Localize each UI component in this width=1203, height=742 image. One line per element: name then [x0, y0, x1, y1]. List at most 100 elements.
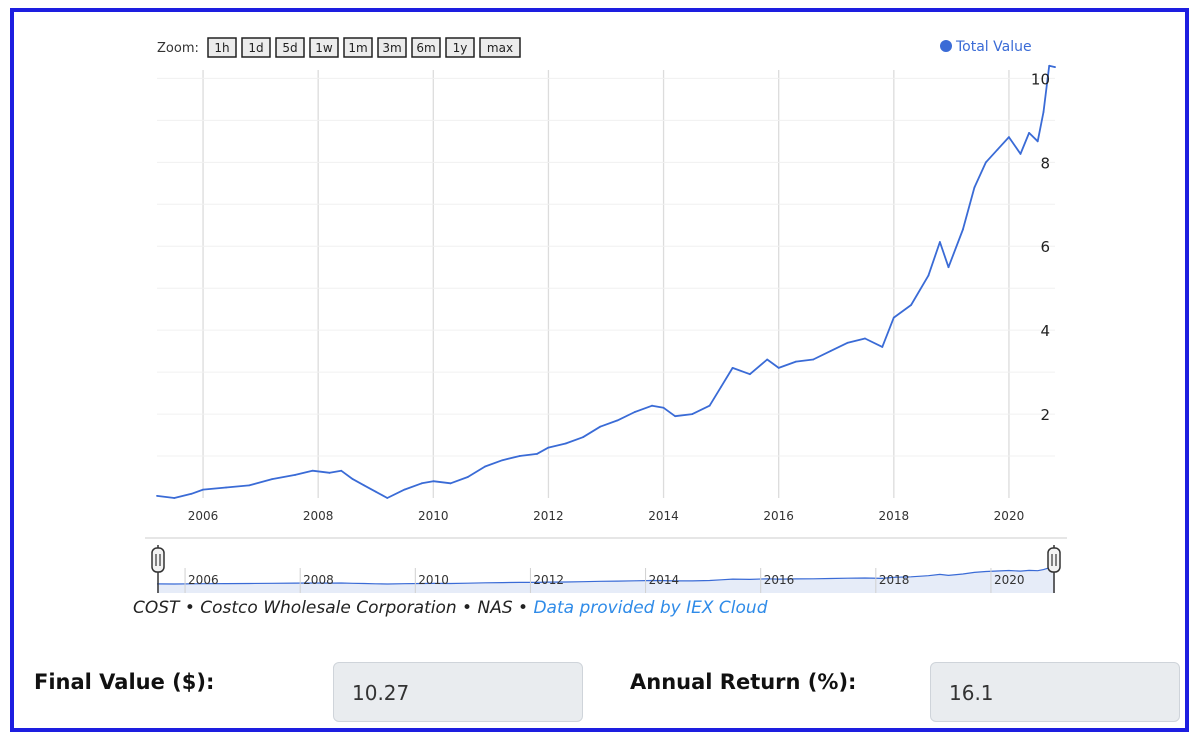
zoom-button-label: max — [487, 41, 513, 55]
data-point — [777, 367, 780, 369]
data-point — [1048, 64, 1051, 67]
zoom-button-3m[interactable]: 3m — [377, 37, 407, 58]
x-tick-label: 2020 — [994, 509, 1025, 523]
data-point — [1036, 140, 1039, 143]
zoom-button-1y[interactable]: 1y — [445, 37, 475, 58]
data-point — [501, 459, 504, 462]
data-point — [846, 341, 849, 344]
x-tick-label: 2014 — [648, 509, 679, 523]
zoom-button-max[interactable]: max — [479, 37, 521, 58]
stock-chart: Zoom: 1h 1d 5d 1w 1m 3m 6m 1y max Total Value 200… — [145, 37, 1067, 593]
zoom-button-label: 1w — [315, 41, 333, 55]
navigator-series — [156, 567, 1056, 585]
data-point — [156, 495, 158, 497]
data-point — [674, 415, 676, 418]
data-point — [351, 478, 354, 481]
x-tick-label: 2006 — [188, 509, 219, 523]
chart-panel: Zoom: 1h 1d 5d 1w 1m 3m 6m 1y max Total Value 200… — [145, 28, 1067, 593]
data-point — [1042, 111, 1045, 113]
data-point — [225, 486, 227, 489]
data-point — [190, 492, 193, 495]
data-point — [812, 358, 815, 361]
chart-credits: COST • Costco Wholesale Corporation • NA… — [133, 598, 768, 618]
credits-text: COST • Costco Wholesale Corporation • NA… — [133, 598, 534, 618]
final-value-field[interactable]: 10.27 — [333, 662, 583, 722]
data-point — [484, 465, 487, 468]
navigator-tick-label: 2010 — [418, 573, 449, 587]
data-point — [795, 360, 797, 363]
annual-return-field[interactable]: 16.1 — [930, 662, 1180, 722]
data-point — [202, 488, 204, 491]
data-point — [294, 474, 297, 476]
x-tick-label: 2016 — [763, 509, 794, 523]
data-point — [420, 482, 423, 485]
data-point — [708, 404, 711, 407]
navigator-area — [157, 567, 1055, 593]
data-point — [403, 488, 406, 491]
zoom-button-6m[interactable]: 6m — [411, 37, 441, 58]
zoom-label: Zoom: — [157, 41, 199, 56]
data-point — [616, 419, 619, 422]
data-point — [864, 337, 866, 340]
navigator-tick-label: 2006 — [188, 573, 219, 587]
data-point — [927, 274, 930, 277]
data-point — [633, 411, 636, 413]
y-tick-label: 2 — [1040, 406, 1050, 424]
y-tick-label: 4 — [1040, 322, 1050, 340]
zoom-button-label: 1d — [248, 41, 263, 55]
data-point — [311, 469, 314, 472]
data-point — [766, 358, 769, 361]
zoom-button-label: 6m — [416, 41, 435, 55]
data-point — [829, 350, 832, 353]
data-point — [720, 385, 723, 388]
final-value-label: Final Value ($): — [34, 670, 215, 694]
credits-link[interactable]: Data provided by IEX Cloud — [533, 598, 768, 618]
data-point — [536, 453, 538, 455]
data-point — [1054, 66, 1056, 68]
navigator-handle-right[interactable] — [1047, 545, 1061, 593]
navigator-tick-label: 2020 — [994, 573, 1025, 587]
data-point — [1028, 132, 1030, 134]
data-point — [651, 404, 653, 407]
zoom-button-label: 1h — [214, 41, 229, 55]
data-point — [173, 497, 176, 499]
data-point — [749, 373, 751, 376]
data-point — [518, 455, 521, 457]
zoom-controls: Zoom: 1h 1d 5d 1w 1m 3m 6m 1y max — [157, 37, 521, 58]
zoom-button-label: 5d — [282, 41, 297, 55]
legend-marker — [940, 40, 952, 52]
zoom-button-5d[interactable]: 5d — [275, 37, 305, 58]
data-point — [662, 406, 665, 409]
data-point — [892, 316, 895, 319]
zoom-button-1m[interactable]: 1m — [343, 37, 373, 58]
data-point — [582, 436, 584, 439]
data-point — [374, 490, 377, 493]
grid — [157, 70, 1055, 498]
data-point — [881, 346, 884, 348]
legend[interactable]: Total Value — [940, 39, 1032, 55]
data-point — [599, 425, 602, 428]
navigator-handle-left[interactable] — [151, 545, 165, 593]
data-point — [547, 446, 550, 449]
zoom-button-1h[interactable]: 1h — [207, 37, 237, 58]
data-point — [910, 304, 912, 306]
y-tick-label: 8 — [1040, 154, 1050, 172]
data-point — [340, 469, 343, 472]
data-point — [1019, 153, 1022, 155]
navigator[interactable]: 2006 2008 2010 2012 2014 2016 2018 2020 — [145, 537, 1067, 593]
data-point — [961, 228, 964, 231]
zoom-button-1d[interactable]: 1d — [241, 37, 271, 58]
data-point — [386, 497, 389, 499]
data-point — [271, 478, 274, 481]
navigator-tick-label: 2018 — [879, 573, 910, 587]
x-axis: 2006 2008 2010 2012 2014 2016 2018 2020 — [188, 509, 1024, 523]
data-point — [947, 266, 950, 269]
zoom-button-label: 3m — [382, 41, 401, 55]
data-point — [731, 367, 734, 369]
zoom-button-1w[interactable]: 1w — [309, 37, 339, 58]
data-point — [1008, 136, 1010, 139]
data-point — [248, 484, 251, 487]
data-point — [985, 161, 987, 164]
x-tick-label: 2008 — [303, 509, 334, 523]
data-point — [363, 484, 366, 487]
